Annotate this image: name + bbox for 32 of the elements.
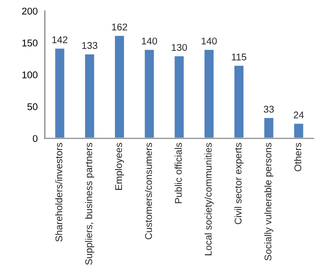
bar <box>262 116 275 138</box>
bar <box>84 52 96 138</box>
x-tick-label: Suppliers, business partners <box>85 142 94 265</box>
y-tick-label: 100 <box>22 71 38 78</box>
data-label: 130 <box>172 44 187 51</box>
data-label: 140 <box>202 38 217 44</box>
y-tick-label: 50 <box>27 103 38 110</box>
bar <box>143 48 156 138</box>
x-tick-label: Socially vulnerable persons <box>264 142 274 260</box>
bar <box>292 122 305 138</box>
y-tick-label: 150 <box>22 40 38 46</box>
data-label: 115 <box>232 54 246 60</box>
x-tick-label: Employees <box>114 142 124 190</box>
y-tick-label: 0 <box>32 135 38 142</box>
data-label: 140 <box>142 38 158 44</box>
bar <box>173 54 186 138</box>
x-tick-label: Customers/consumers <box>144 142 152 240</box>
x-tick-label: Shareholders/investors <box>55 142 62 242</box>
bar <box>233 64 245 138</box>
data-label: 33 <box>264 106 274 113</box>
x-tick-label: Local society/communities <box>204 142 214 256</box>
data-label: 162 <box>112 24 128 30</box>
x-tick-label: Civil sector experts <box>234 142 244 224</box>
data-label: 142 <box>52 36 68 44</box>
bar <box>114 34 126 138</box>
bar <box>54 47 66 138</box>
bar <box>203 48 215 138</box>
data-label: 133 <box>82 42 98 49</box>
data-label: 24 <box>294 111 304 118</box>
x-tick-label: Others <box>294 142 302 172</box>
x-tick-label: Public officials <box>174 142 182 204</box>
y-tick-label: 200 <box>22 8 38 15</box>
